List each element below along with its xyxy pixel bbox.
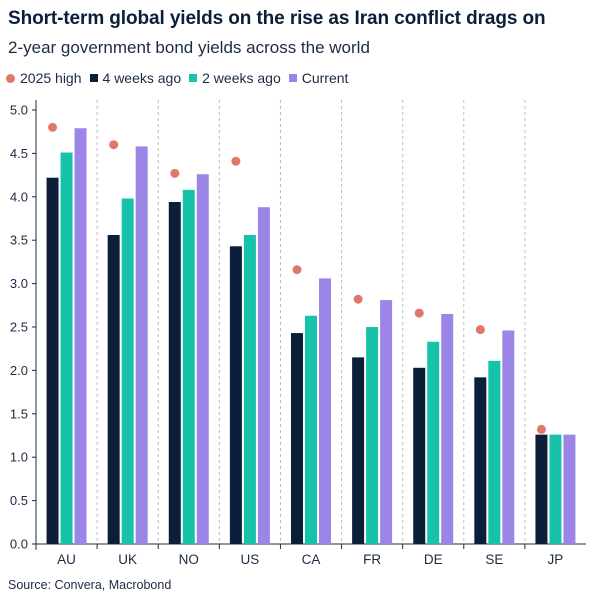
legend-label-current: Current [301, 70, 349, 86]
legend-swatch-current [288, 74, 297, 82]
bar-2-weeks-ago-no [182, 189, 195, 544]
legend-swatch-4-weeks-ago [89, 74, 98, 82]
bar-4-weeks-ago-au [46, 177, 59, 545]
bar-current-jp [563, 434, 576, 544]
bar-current-ca [319, 278, 331, 544]
chart-title: Short-term global yields on the rise as … [8, 8, 546, 29]
legend-label-2-weeks-ago: 2 weeks ago [202, 70, 281, 86]
dot-2025-high-uk [109, 140, 119, 150]
y-tick-label: 2.5 [10, 320, 28, 335]
x-tick-label: FR [363, 552, 381, 567]
legend-label-4-weeks-ago: 4 weeks ago [102, 70, 182, 86]
y-tick-label: 5.0 [10, 103, 28, 118]
legend-swatch-2-weeks-ago [189, 74, 198, 82]
y-tick-label: 4.5 [10, 146, 28, 161]
bar-2-weeks-ago-ca [305, 315, 317, 544]
y-tick-label: 4.0 [10, 189, 28, 204]
y-tick-label: 3.0 [10, 276, 28, 291]
y-tick-label: 2.0 [10, 363, 28, 378]
bar-2-weeks-ago-fr [366, 327, 379, 544]
legend-swatch-2025-high [6, 73, 15, 83]
bar-current-fr [380, 300, 393, 544]
bar-4-weeks-ago-jp [535, 434, 548, 544]
source-note: Source: Convera, Macrobond [8, 578, 172, 592]
dot-2025-high-fr [353, 294, 363, 304]
y-tick-label: 1.0 [10, 450, 28, 465]
bar-2-weeks-ago-uk [121, 198, 134, 544]
bar-4-weeks-ago-ca [291, 333, 303, 544]
dot-2025-high-au [48, 122, 58, 132]
x-tick-label: AU [57, 552, 76, 567]
bar-4-weeks-ago-fr [352, 357, 365, 544]
x-tick-label: SE [485, 552, 503, 567]
dot-2025-high-ca [292, 265, 302, 275]
legend-item-4-weeks-ago: 4 weeks ago [89, 70, 182, 86]
bar-current-au [74, 128, 87, 544]
x-tick-label: US [241, 552, 260, 567]
bar-4-weeks-ago-se [474, 377, 487, 544]
bar-4-weeks-ago-no [168, 202, 181, 544]
bar-current-uk [135, 146, 148, 544]
legend-item-2025-high: 2025 high [6, 70, 82, 86]
y-tick-label: 0.0 [10, 537, 28, 552]
y-tick-label: 0.5 [10, 493, 28, 508]
legend-label-2025-high: 2025 high [20, 70, 82, 86]
x-tick-label: UK [118, 552, 137, 567]
bar-2-weeks-ago-au [60, 152, 73, 545]
x-tick-label: JP [548, 552, 564, 567]
bar-current-us [257, 207, 270, 544]
bar-2-weeks-ago-de [427, 341, 440, 544]
dot-2025-high-no [170, 168, 180, 178]
chart-subtitle: 2-year government bond yields across the… [8, 38, 370, 57]
x-tick-label: CA [302, 552, 321, 567]
bar-4-weeks-ago-us [229, 246, 242, 544]
dot-2025-high-se [475, 325, 485, 335]
bar-4-weeks-ago-de [413, 367, 426, 544]
legend-item-2-weeks-ago: 2 weeks ago [189, 70, 281, 86]
legend-item-current: Current [288, 70, 349, 86]
bar-4-weeks-ago-uk [107, 234, 120, 544]
bar-2-weeks-ago-us [243, 234, 256, 544]
bar-current-de [441, 313, 454, 544]
dot-2025-high-jp [536, 424, 546, 434]
y-tick-label: 3.5 [10, 233, 28, 248]
legend: 2025 high 4 weeks ago 2 weeks ago Curren… [6, 70, 356, 86]
x-tick-label: NO [179, 552, 199, 567]
bar-current-se [502, 330, 515, 544]
dot-2025-high-de [414, 308, 424, 318]
bar-2-weeks-ago-jp [549, 434, 562, 544]
bar-current-no [196, 174, 209, 544]
bar-2-weeks-ago-se [488, 360, 501, 544]
x-tick-label: DE [424, 552, 443, 567]
y-tick-label: 1.5 [10, 406, 28, 421]
dot-2025-high-us [231, 156, 241, 166]
